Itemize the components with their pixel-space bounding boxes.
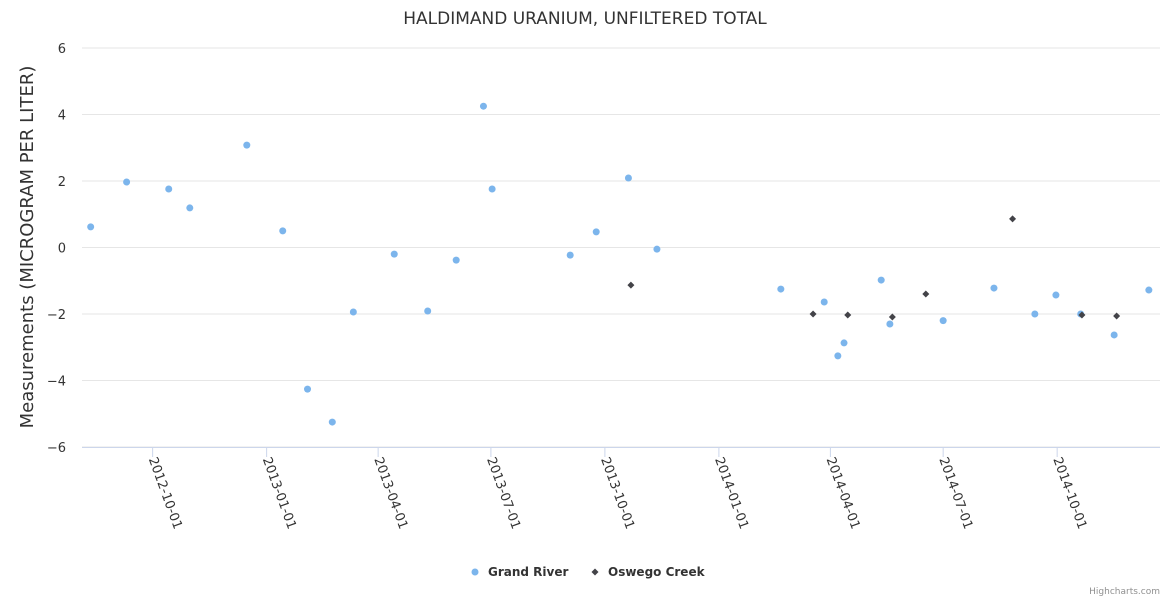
grand-river-point [87,223,95,231]
grand-river-point [1145,286,1153,294]
grand-river-point [243,141,251,149]
x-tick-label: 2013-04-01 [370,455,410,531]
y-tick-label: 6 [58,42,66,57]
oswego-creek-point [922,290,930,298]
grand-river-point [1110,331,1118,339]
legend-label: Oswego Creek [608,565,706,579]
x-tick-label: 2014-01-01 [711,455,751,531]
grand-river-point [990,284,998,292]
grand-river-point [939,317,947,325]
y-tick-label: 4 [58,109,66,124]
x-tick-label: 2013-07-01 [483,455,523,531]
chart-title: HALDIMAND URANIUM, UNFILTERED TOTAL [403,9,767,29]
grand-river-point [390,250,398,258]
x-tick-label: 2012-10-01 [145,455,185,531]
oswego-creek-point [1113,312,1121,320]
grand-river-point [566,251,574,259]
oswego-creek-point [888,313,896,321]
grand-river-point [886,320,894,328]
oswego-creek-point [627,281,635,289]
y-tick-label: −4 [47,375,66,390]
grand-river-point [1031,310,1039,318]
legend-item-oswego-creek[interactable]: Oswego Creek [591,565,706,579]
grand-river-point [877,276,885,284]
grand-river-point [834,352,842,360]
credits-link[interactable]: Highcharts.com [1089,587,1160,597]
oswego-creek-point [809,310,817,318]
y-axis-label: Measurements (MICROGRAM PER LITER) [17,66,38,429]
grand-river-point [820,298,828,306]
oswego-creek-point [1078,311,1086,319]
grand-river-point [304,385,312,393]
grand-river-point [592,228,600,236]
x-tick-label: 2013-01-01 [259,455,299,531]
x-tick-label: 2013-10-01 [597,455,637,531]
grand-river-point [452,256,460,264]
grand-river-point [479,102,487,110]
grand-river-point [424,307,432,315]
oswego-creek-point [1009,215,1017,223]
legend-item-grand-river[interactable]: Grand River [471,565,569,579]
y-tick-label: 0 [58,242,66,257]
legend-label: Grand River [488,565,568,579]
grand-river-point [123,178,131,186]
grand-river-point [777,285,785,293]
grand-river-point [279,227,287,235]
grand-river-point [653,245,661,253]
grand-river-point [186,204,194,212]
x-tick-label: 2014-10-01 [1049,455,1089,531]
x-tick-label: 2014-04-01 [823,455,863,531]
grand-river-point [624,174,632,182]
legend-marker-grand-river [471,568,479,576]
grand-river-point [165,185,173,193]
grand-river-point [328,418,336,426]
y-tick-label: 2 [58,175,66,190]
grand-river-point [488,185,496,193]
legend-marker-oswego-creek [591,568,599,576]
oswego-creek-point [844,311,852,319]
grand-river-point [1052,291,1060,299]
grand-river-point [349,308,357,316]
grand-river-point [840,339,848,347]
y-tick-label: −2 [47,308,66,323]
x-tick-label: 2014-07-01 [935,455,975,531]
y-tick-label: −6 [47,441,66,456]
